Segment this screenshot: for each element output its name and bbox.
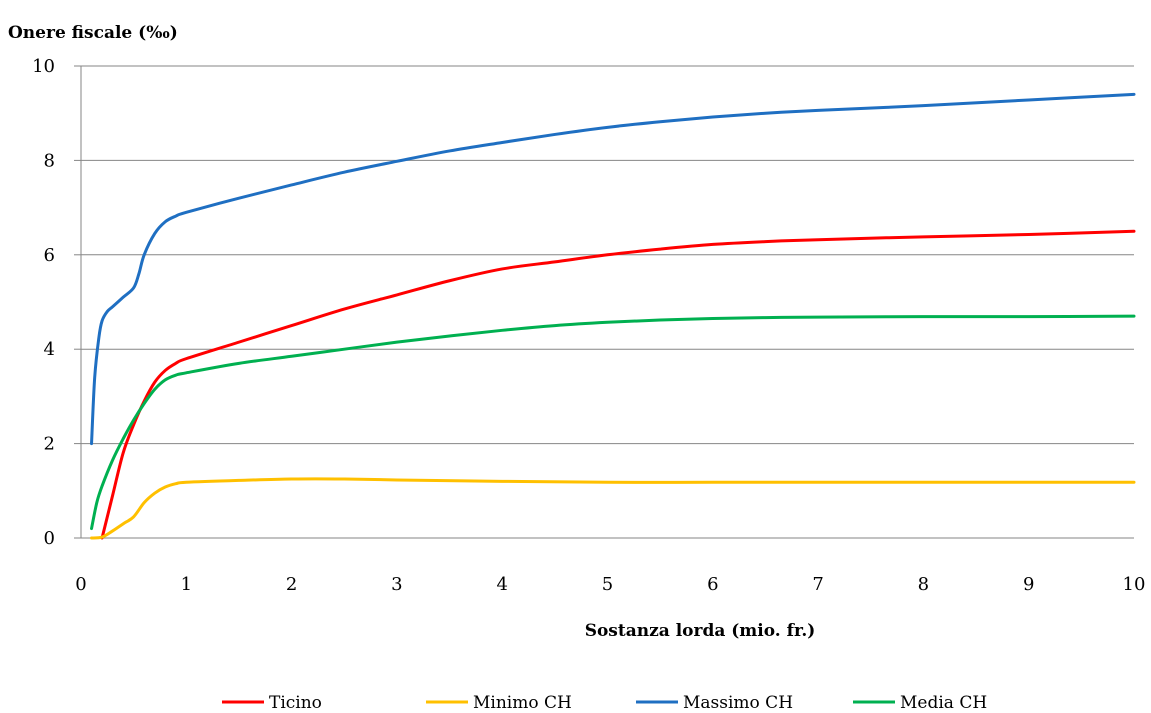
- grid-lines: [74, 65, 1134, 539]
- x-tick-label: 5: [602, 574, 613, 595]
- x-tick-label: 10: [1123, 574, 1146, 595]
- legend-label: Minimo CH: [473, 693, 572, 713]
- y-tick-label: 10: [32, 56, 55, 77]
- series-line-1: [90, 477, 1136, 540]
- x-tick-label: 3: [391, 574, 402, 595]
- legend: Ticino Minimo CH Massimo CH Media CH: [222, 693, 987, 713]
- y-tick-label: 8: [44, 150, 55, 171]
- x-tick-label: 7: [812, 574, 823, 595]
- x-tick-label: 9: [1023, 574, 1034, 595]
- x-tick-label: 6: [707, 574, 718, 595]
- y-tick-label: 4: [44, 339, 55, 360]
- series-lines: [90, 92, 1136, 540]
- y-tick-label: 2: [44, 434, 55, 455]
- y-tick-label: 0: [44, 528, 55, 549]
- x-tick-labels: 0 1 2 3 4 5 6 7 8 9 10: [75, 574, 1145, 595]
- y-axis-label: Onere fiscale (‰): [8, 23, 178, 43]
- y-tick-labels: 0 2 4 6 8 10: [32, 56, 55, 549]
- series-line-3: [90, 314, 1136, 531]
- x-axis-label: Sostanza lorda (mio. fr.): [585, 621, 816, 641]
- x-tick-label: 0: [75, 574, 86, 595]
- legend-label: Massimo CH: [683, 693, 793, 713]
- legend-label: Media CH: [900, 693, 987, 713]
- series-line-0: [100, 229, 1136, 540]
- x-tick-label: 4: [496, 574, 507, 595]
- x-tick-label: 1: [181, 574, 192, 595]
- series-line-2: [90, 92, 1136, 446]
- x-tick-label: 2: [286, 574, 297, 595]
- legend-label: Ticino: [269, 693, 322, 713]
- y-tick-label: 6: [44, 245, 55, 266]
- x-tick-label: 8: [918, 574, 929, 595]
